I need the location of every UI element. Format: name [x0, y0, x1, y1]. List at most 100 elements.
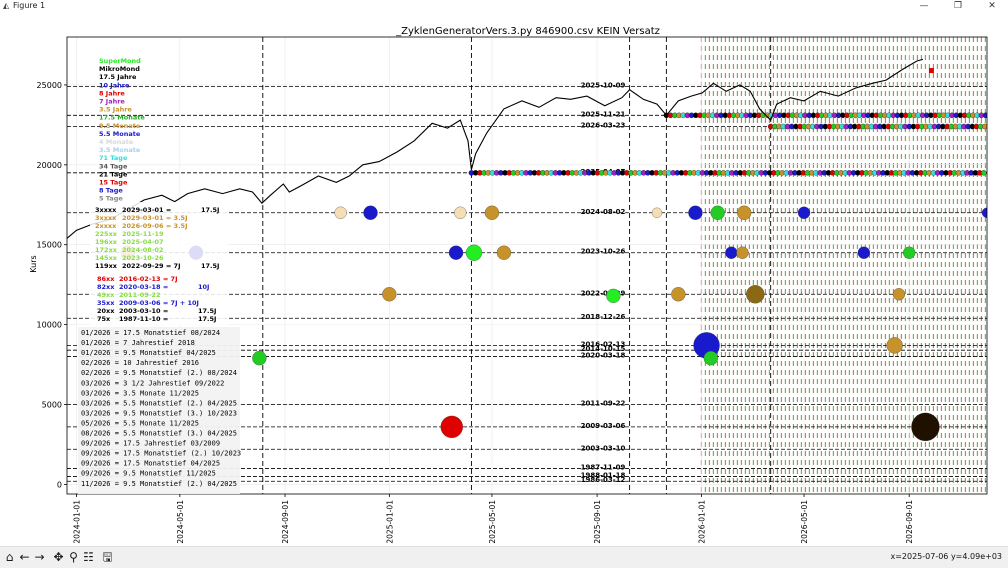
- legend-date: 2020-03-18 =: [119, 283, 168, 291]
- legend-code: 3xxxx: [95, 206, 117, 214]
- cycle-circle: [746, 285, 765, 304]
- plot-area[interactable]: 2025-10-09 2025-11-21 2026-03-23 2025-04-07…: [37, 36, 992, 544]
- forecast-note: 03/2026 = 5.5 Monatstief (2.) 04/2025: [81, 399, 237, 407]
- forecast-note: 11/2026 = 9.5 Monatstief (2.) 04/2025: [81, 480, 237, 488]
- cycle-line-label: 2011-09-22: [581, 400, 626, 408]
- cycle-line-label: 2014-10-15: [581, 345, 626, 353]
- cycle-circle: [465, 244, 483, 261]
- vertical-lines: [262, 37, 772, 494]
- x-tick-label: 2024-01-01: [72, 500, 81, 544]
- cycle-line-label: 2018-12-26: [581, 313, 626, 321]
- legend-date: 2016-02-13 = 7J: [119, 275, 178, 283]
- legend-cycle-entry: SuperMond: [99, 57, 141, 65]
- legend-group-1: 3xxxx 2029-03-01 = 17.5J 3xxxx 2029-03-01 = …: [90, 202, 228, 270]
- cycle-circle: [454, 206, 467, 219]
- cycle-circle: [252, 351, 267, 366]
- cycle-line-label: 2020-03-18: [581, 352, 626, 360]
- cycle-line-label: 2022-09-29: [581, 289, 626, 297]
- y-axis-label: Kurs: [29, 255, 38, 272]
- cycle-circle: [857, 246, 871, 259]
- legend-group-2: 86xx 2016-02-13 = 7J 82xx 2020-03-18 = 10J 49…: [90, 273, 228, 325]
- back-icon[interactable]: ←: [19, 550, 30, 564]
- legend-code: 119xx: [95, 262, 118, 270]
- cycle-circle: [737, 205, 752, 220]
- cycle-line-label: 2026-03-23: [581, 121, 626, 129]
- legend-cycle-entry: MikroMond: [99, 65, 140, 73]
- legend-code: 35xx: [97, 299, 115, 307]
- cycle-line-label: 2025-10-09: [581, 82, 626, 90]
- legend-date: 2024-08-02: [122, 246, 164, 254]
- configure-subplots-icon[interactable]: ☷: [83, 550, 94, 564]
- y-tick-label: 10000: [37, 321, 62, 330]
- cycle-dot-rows: [468, 112, 987, 176]
- zoom-icon[interactable]: ⚲: [69, 550, 78, 564]
- figure-app-icon: ◭: [3, 1, 10, 10]
- legend-cycle-entry: 5.5 Monate: [99, 130, 141, 138]
- cycle-circle: [725, 246, 738, 259]
- forecast-notes: 01/2026 = 17.5 Monatstief 08/2024 01/2026…: [78, 327, 241, 494]
- legend-cycle-entry: 3.5 Jahre: [99, 106, 132, 114]
- navigation-toolbar: ⌂ ← → ✥ ⚲ ☷ 🖫 x=2025-07-06 y=4.09e+03: [0, 546, 1008, 568]
- cycle-circle: [911, 412, 940, 442]
- legend-group-2-bg: [90, 273, 228, 325]
- cycle-circle: [797, 206, 811, 219]
- forecast-note: 03/2026 = 3.5 Monate 11/2025: [81, 389, 199, 397]
- x-tick-label: 2025-05-01: [488, 500, 497, 544]
- legend-code: 82xx: [97, 283, 115, 291]
- close-icon[interactable]: ✕: [988, 1, 996, 11]
- save-icon[interactable]: 🖫: [102, 550, 113, 564]
- cycle-circle: [382, 287, 397, 302]
- cycle-circle: [688, 205, 703, 220]
- legend-tag: 17.5J: [201, 206, 219, 214]
- legend-date: 2026-09-06 = 3.5J: [122, 222, 187, 230]
- cycle-line-label: 2016-02-13: [581, 340, 626, 348]
- cycle-line-label: 2009-03-06: [581, 422, 626, 430]
- legend-cycle-entry: 34 Tage: [99, 162, 128, 170]
- legend-cycle-entry: 3.5 Monate: [99, 146, 141, 154]
- window-title: Figure 1: [13, 1, 46, 10]
- cycle-line-label: 1988-01-18: [581, 471, 626, 479]
- legend-cycle-entry: 17.5 Monate: [99, 114, 145, 122]
- legend-cycle-entry: 15 Tage: [99, 179, 128, 187]
- legend-date: 2025-04-07: [122, 238, 164, 246]
- forecast-note: 09/2026 = 17.5 Jahrestief 03/2009: [81, 440, 220, 448]
- x-tick-label: 2026-05-01: [800, 500, 809, 544]
- forward-icon[interactable]: →: [34, 550, 45, 564]
- y-ticks: 0 5000 10000 15000 20000 25000: [37, 81, 67, 489]
- cycle-line-label: 2023-10-26: [581, 248, 626, 256]
- legend-code: 196xx: [95, 238, 118, 246]
- cycle-circle: [606, 288, 621, 304]
- cycle-circle: [484, 205, 500, 220]
- cycle-circle: [886, 337, 903, 354]
- legend-tag: 17.5J: [201, 262, 219, 270]
- legend-cycle-entry: 17.5 Jahre: [99, 73, 137, 81]
- home-icon[interactable]: ⌂: [5, 550, 14, 564]
- axes-frame: [66, 36, 988, 495]
- forecast-note: 01/2026 = 9.5 Monatstief 04/2025: [81, 349, 216, 357]
- legend-date: 2023-10-26: [122, 254, 164, 262]
- legend-code: 2xxxx: [95, 222, 117, 230]
- legend-tag: 17.5J: [198, 315, 216, 323]
- legend-code: 75x: [97, 315, 111, 323]
- legend-code: 86xx: [97, 275, 115, 283]
- forecast-note: 03/2026 = 3 1/2 Jahrestief 09/2022: [81, 379, 224, 387]
- pan-icon[interactable]: ✥: [53, 550, 64, 564]
- forecast-note: 05/2026 = 5.5 Monate 11/2025: [81, 419, 199, 427]
- cycle-line-label: 2024-08-02: [581, 208, 626, 216]
- legend-date: 2011-09-22: [119, 291, 161, 299]
- chart-title: _ZyklenGeneratorVers.3.py 846900.csv KEI…: [395, 26, 660, 37]
- legend-cycle-entry: 7 Jahre: [99, 98, 125, 106]
- legend-date: 2003-03-10 =: [119, 307, 168, 315]
- forecast-note: 01/2026 = 7 Jahrestief 2018: [81, 339, 195, 347]
- forecast-note: 01/2026 = 17.5 Monatstief 08/2024: [81, 329, 220, 337]
- price-line: [66, 58, 924, 239]
- y-tick-label: 5000: [42, 401, 62, 410]
- legend-date: 1987-11-10 =: [119, 315, 168, 323]
- cycle-circle: [651, 207, 663, 218]
- chart-figure[interactable]: _ZyklenGeneratorVers.3.py 846900.csv KEI…: [0, 12, 1008, 546]
- x-tick-label: 2024-09-01: [281, 500, 290, 544]
- maximize-icon[interactable]: ❐: [953, 1, 963, 11]
- legend-cycle-entry: 21 Tage: [99, 170, 128, 178]
- minimize-icon[interactable]: —: [919, 1, 929, 11]
